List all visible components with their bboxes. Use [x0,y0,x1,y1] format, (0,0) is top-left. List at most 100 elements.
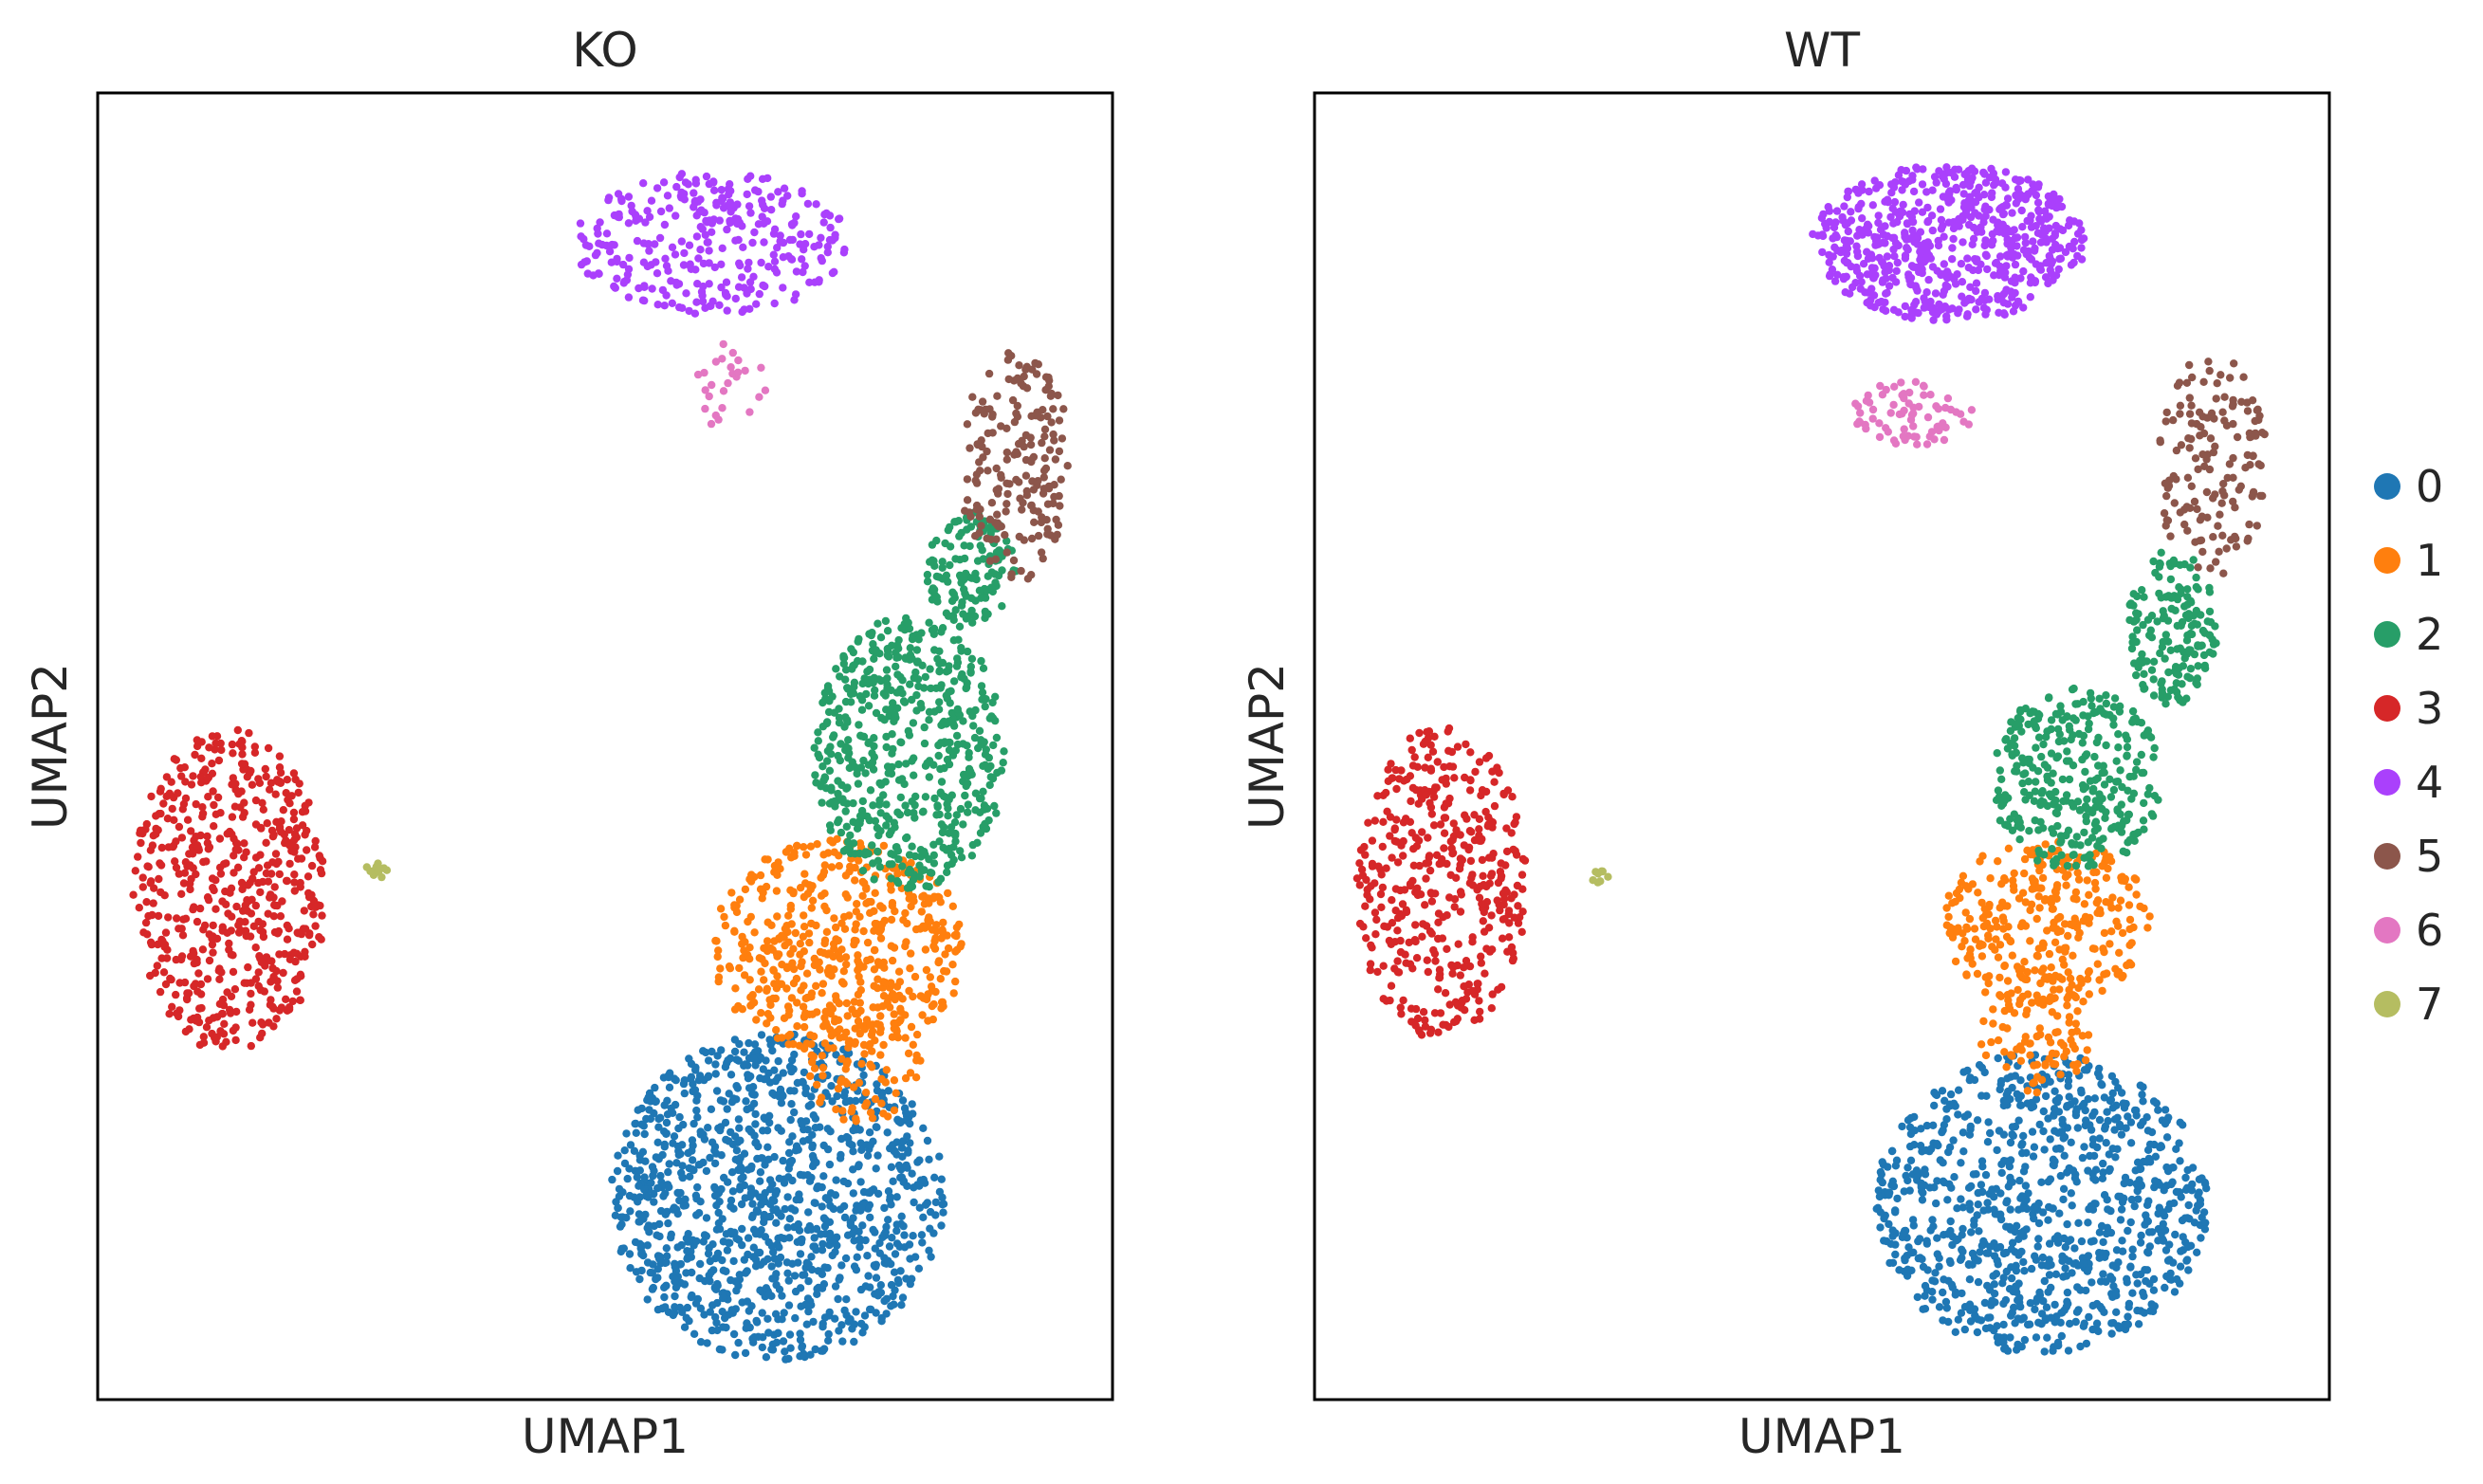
cell-point-cluster-1 [793,998,801,1007]
cell-point-cluster-3 [311,903,321,911]
cell-point-cluster-2 [898,676,907,685]
cell-point-cluster-0 [774,1259,782,1268]
cell-point-cluster-0 [850,1224,858,1234]
cell-point-cluster-1 [2058,955,2067,963]
cell-point-cluster-5 [1023,575,1033,583]
cell-point-cluster-3 [197,779,206,787]
cell-point-cluster-3 [214,756,224,765]
cell-point-cluster-5 [993,392,1002,400]
cell-point-cluster-1 [834,1084,843,1093]
cell-point-cluster-1 [1996,904,2004,912]
cell-point-cluster-4 [580,258,589,266]
cell-point-cluster-3 [159,968,169,977]
cell-point-cluster-1 [817,891,826,900]
cell-point-cluster-0 [800,1271,809,1279]
cell-point-cluster-4 [648,284,656,293]
cell-point-cluster-2 [942,668,951,676]
cell-point-cluster-4 [758,174,767,183]
cell-point-cluster-0 [749,1099,759,1108]
cell-point-cluster-0 [2124,1299,2134,1309]
cell-point-cluster-1 [876,934,886,943]
cell-point-cluster-1 [2032,1060,2042,1070]
cell-point-cluster-0 [780,1179,789,1187]
cell-point-cluster-3 [161,928,171,937]
cell-point-cluster-0 [1960,1325,1969,1334]
cell-point-cluster-1 [2050,985,2058,995]
cell-point-cluster-2 [829,733,837,742]
cell-point-cluster-1 [800,911,808,920]
cell-point-cluster-0 [2059,1255,2069,1264]
cell-point-cluster-0 [831,1236,839,1244]
cell-point-cluster-0 [2017,1192,2027,1200]
cell-point-cluster-0 [2118,1247,2127,1255]
cell-point-cluster-1 [2009,882,2018,890]
cell-point-cluster-1 [2037,1075,2047,1085]
cell-point-cluster-1 [732,907,742,917]
cell-point-cluster-2 [929,840,938,849]
cell-point-cluster-1 [2023,1087,2032,1095]
cell-point-cluster-1 [2114,904,2123,912]
cell-point-cluster-3 [181,914,191,923]
cell-point-cluster-3 [218,1009,227,1018]
cell-point-cluster-0 [1989,1272,1997,1280]
cell-point-cluster-0 [745,1307,753,1315]
cell-point-cluster-1 [866,1020,874,1029]
cell-point-cluster-1 [2026,937,2034,945]
cell-point-cluster-1 [2107,927,2116,936]
cell-point-cluster-0 [2130,1106,2140,1115]
cell-point-cluster-5 [1002,548,1011,557]
cell-point-cluster-0 [2053,1232,2062,1240]
cell-point-cluster-4 [671,250,680,259]
cell-point-cluster-2 [898,862,907,870]
cell-point-cluster-0 [801,1089,810,1098]
cell-point-cluster-3 [234,921,243,929]
cell-point-cluster-1 [919,891,929,900]
cell-point-cluster-0 [736,1136,745,1145]
cell-point-cluster-4 [613,254,621,264]
cell-point-cluster-0 [732,1082,741,1090]
cell-point-cluster-0 [2046,1135,2054,1144]
cell-point-cluster-2 [851,762,859,772]
cell-point-cluster-5 [1021,471,1031,480]
cell-point-cluster-0 [660,1127,669,1136]
cell-point-cluster-1 [787,920,796,928]
cell-point-cluster-1 [730,901,739,909]
cell-point-cluster-0 [1990,1252,1999,1260]
cell-point-cluster-2 [929,584,937,593]
cell-point-cluster-1 [2016,1056,2026,1066]
cell-point-cluster-1 [812,921,820,930]
cell-point-cluster-4 [760,219,768,228]
cell-point-cluster-0 [2021,1163,2030,1171]
cell-point-cluster-0 [807,1253,816,1261]
cell-point-cluster-3 [193,917,202,926]
cell-point-cluster-4 [645,247,653,255]
cell-point-cluster-0 [1999,1299,2008,1309]
cell-point-cluster-3 [311,922,320,930]
cell-point-cluster-0 [874,1189,883,1199]
cell-point-cluster-4 [686,260,694,268]
cell-point-cluster-0 [760,1257,768,1266]
cell-point-cluster-3 [229,967,238,977]
cell-point-cluster-3 [175,870,183,878]
cell-point-cluster-0 [2184,1200,2193,1210]
cell-point-cluster-0 [2063,1219,2071,1229]
cell-point-cluster-3 [276,768,285,778]
cell-point-cluster-4 [726,216,734,226]
cell-point-cluster-0 [865,1128,874,1137]
cell-point-cluster-0 [1876,1223,1885,1232]
cell-point-cluster-1 [2062,881,2070,889]
cell-point-cluster-0 [2061,1264,2069,1273]
cell-point-cluster-4 [734,283,744,291]
cell-point-cluster-1 [787,994,797,1002]
cell-point-cluster-0 [683,1247,691,1255]
cell-point-cluster-0 [809,1317,818,1327]
cell-point-cluster-3 [157,843,166,852]
cell-point-cluster-0 [680,1089,689,1098]
cell-point-cluster-0 [2124,1226,2132,1236]
cell-point-cluster-2 [912,690,921,700]
cell-point-cluster-1 [837,978,847,986]
cell-point-cluster-3 [231,785,240,794]
cell-point-cluster-1 [839,966,848,976]
cell-point-cluster-0 [710,1183,719,1193]
cell-point-cluster-3 [174,1012,183,1021]
